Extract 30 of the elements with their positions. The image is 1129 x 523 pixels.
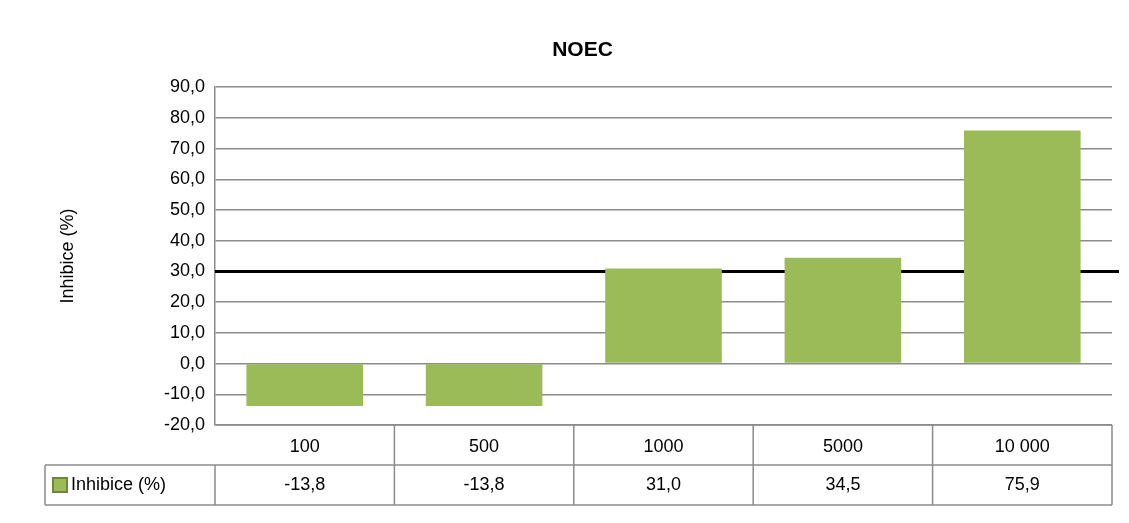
- y-tick-label: 80,0: [169, 106, 205, 127]
- y-tick-label: 0,0: [179, 352, 205, 373]
- data-label: 34,5: [825, 473, 861, 494]
- data-label: -13,8: [463, 473, 505, 494]
- x-tick-label: 100: [289, 435, 320, 456]
- y-axis-title: Inhibice (%): [56, 208, 77, 304]
- y-tick-label: 70,0: [169, 137, 205, 158]
- y-tick-label: 20,0: [169, 291, 205, 312]
- y-tick-label: 90,0: [169, 76, 205, 97]
- y-tick-label: 10,0: [169, 321, 205, 342]
- x-tick-label: 5000: [822, 435, 863, 456]
- bar: [605, 268, 722, 363]
- y-tick-label: -10,0: [163, 383, 205, 404]
- chart-title: NOEC: [552, 37, 613, 61]
- bar: [784, 257, 902, 363]
- y-tick-label: 30,0: [169, 260, 205, 281]
- x-tick-label: 500: [469, 435, 500, 456]
- data-label: 31,0: [645, 473, 682, 494]
- data-label: 75,9: [1004, 473, 1040, 494]
- x-tick-label: 10 000: [994, 435, 1050, 456]
- legend-label: Inhibice (%): [71, 473, 167, 494]
- x-tick-label: 1000: [643, 435, 684, 456]
- y-tick-label: 50,0: [169, 199, 205, 220]
- data-label: -13,8: [284, 473, 326, 494]
- y-tick-label: 40,0: [169, 229, 205, 250]
- bar: [246, 364, 364, 406]
- bar: [425, 364, 543, 406]
- bar: [964, 130, 1081, 363]
- y-tick-label: 60,0: [169, 168, 205, 189]
- y-tick-label: -20,0: [163, 413, 205, 434]
